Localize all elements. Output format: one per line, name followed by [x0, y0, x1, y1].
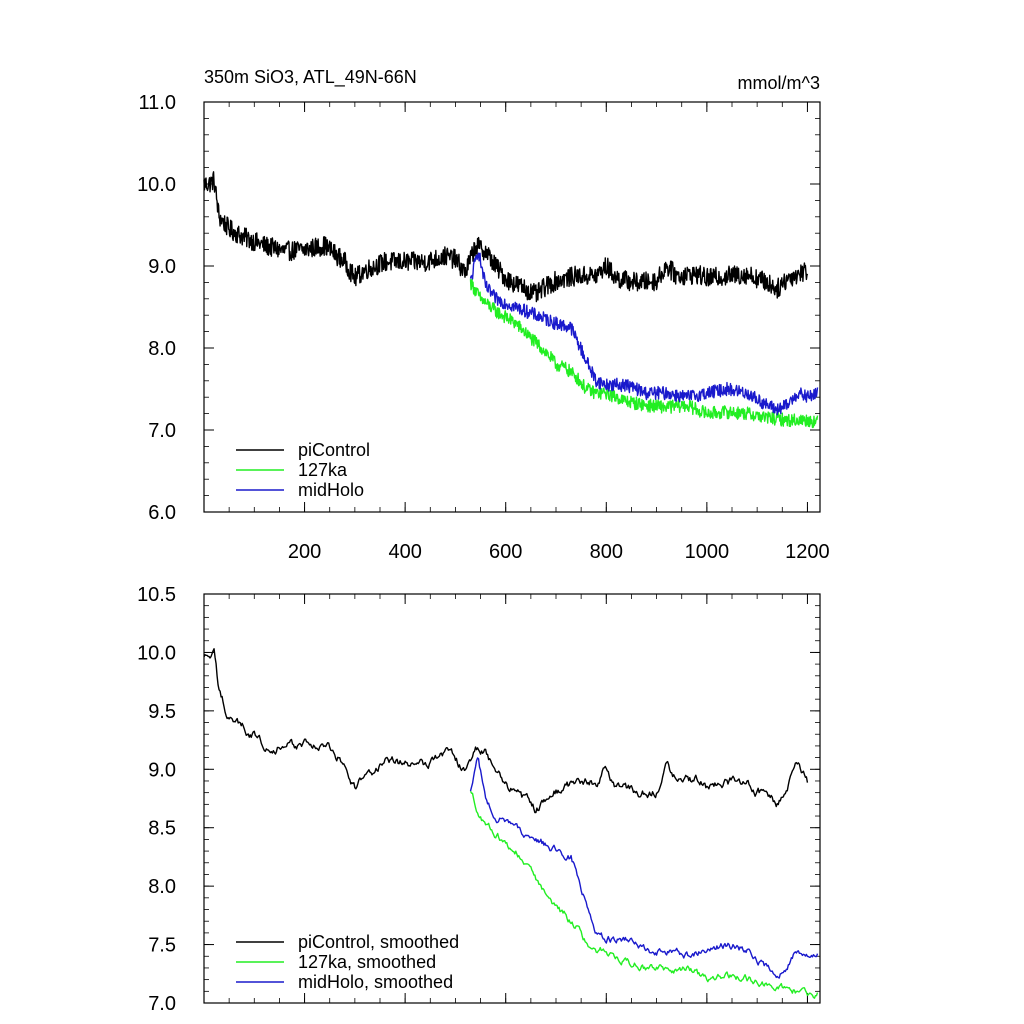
bottom-panel: 7.0 7.5 8.0 8.5 9.0 9.5 10.0 10.5 piControl, sm…	[137, 584, 821, 1015]
top-xtick-label: 200	[288, 541, 321, 563]
bottom-ytick-label: 10.0	[137, 642, 176, 664]
bottom-legend-label: 127ka, smoothed	[298, 952, 436, 972]
top-xtick-label: 1000	[685, 541, 730, 563]
top-panel: 6.0 7.0 8.0 9.0 10.0 11.0 200 400 600 800 1000 1200…	[137, 92, 830, 563]
units-label: mmol/m^3	[738, 73, 820, 93]
bottom-series-127ka	[469, 790, 819, 999]
bottom-panel-series	[203, 648, 819, 999]
bottom-panel-frame	[203, 593, 821, 1004]
top-ytick-label: 11.0	[139, 92, 176, 114]
top-xtick-label: 1200	[785, 541, 830, 563]
bottom-ytick-label: 9.5	[148, 701, 176, 723]
bottom-ytick-label: 10.5	[137, 584, 176, 606]
bottom-ytick-label: 9.0	[148, 759, 176, 781]
top-legend-label: 127ka	[298, 460, 348, 480]
bottom-panel-ticks: 7.0 7.5 8.0 8.5 9.0 9.5 10.0 10.5	[137, 584, 820, 1015]
chart-title: 350m SiO3, ATL_49N-66N	[204, 67, 417, 88]
top-legend-label: midHolo	[298, 480, 364, 500]
top-xtick-label: 600	[489, 541, 522, 563]
bottom-ytick-label: 8.5	[148, 818, 176, 840]
bottom-legend-label: midHolo, smoothed	[298, 972, 453, 992]
top-ytick-label: 7.0	[148, 420, 176, 442]
bottom-series-midholo	[469, 757, 819, 979]
top-series-midholo	[469, 252, 819, 416]
top-ytick-label: 8.0	[148, 338, 176, 360]
top-xtick-label: 800	[590, 541, 623, 563]
bottom-ytick-label: 8.0	[148, 876, 176, 898]
top-ytick-label: 6.0	[148, 502, 176, 524]
top-xtick-label: 400	[388, 541, 421, 563]
bottom-ytick-label: 7.0	[148, 993, 176, 1015]
bottom-series-picontrol	[203, 648, 809, 814]
top-panel-frame	[203, 101, 821, 513]
top-legend-label: piControl	[298, 440, 370, 460]
top-series-127ka	[469, 278, 819, 429]
top-panel-ticks: 6.0 7.0 8.0 9.0 10.0 11.0 200 400 600 800 1000 1200	[137, 92, 830, 563]
top-ytick-label: 9.0	[148, 256, 176, 278]
top-ytick-label: 10.0	[137, 174, 176, 196]
top-panel-series	[203, 171, 819, 429]
top-series-picontrol	[203, 171, 809, 303]
bottom-legend-label: piControl, smoothed	[298, 932, 459, 952]
bottom-ytick-label: 7.5	[148, 935, 176, 957]
